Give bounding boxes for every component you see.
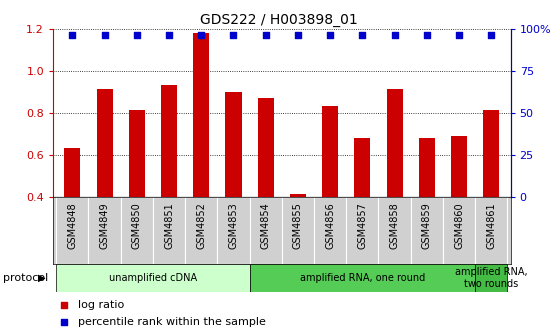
Text: log ratio: log ratio xyxy=(78,300,124,310)
Point xyxy=(100,32,109,38)
Text: GSM4850: GSM4850 xyxy=(132,202,142,249)
Bar xyxy=(56,264,249,292)
Text: protocol: protocol xyxy=(3,273,48,283)
Text: ▶: ▶ xyxy=(37,273,45,283)
Bar xyxy=(249,197,282,264)
Bar xyxy=(64,148,80,197)
Bar xyxy=(290,195,306,197)
Bar xyxy=(161,85,177,197)
Bar xyxy=(218,197,249,264)
Bar xyxy=(129,111,145,197)
Text: percentile rank within the sample: percentile rank within the sample xyxy=(78,317,266,327)
Bar xyxy=(346,197,378,264)
Point xyxy=(229,32,238,38)
Bar xyxy=(354,138,371,197)
Bar xyxy=(475,197,507,264)
Text: GSM4860: GSM4860 xyxy=(454,202,464,249)
Bar xyxy=(258,98,274,197)
Bar xyxy=(225,92,242,197)
Point xyxy=(487,32,496,38)
Bar xyxy=(282,197,314,264)
Bar xyxy=(314,197,346,264)
Text: GSM4852: GSM4852 xyxy=(196,202,206,249)
Point xyxy=(422,32,431,38)
Bar xyxy=(475,264,507,292)
Text: GSM4859: GSM4859 xyxy=(422,202,432,249)
Point xyxy=(390,32,399,38)
Text: GSM4853: GSM4853 xyxy=(228,202,238,249)
Bar xyxy=(89,197,121,264)
Bar xyxy=(153,197,185,264)
Text: GSM4854: GSM4854 xyxy=(261,202,271,249)
Bar xyxy=(322,106,338,197)
Point xyxy=(197,32,206,38)
Point xyxy=(381,243,390,248)
Bar xyxy=(378,197,411,264)
Point xyxy=(261,32,270,38)
Bar xyxy=(451,136,467,197)
Point xyxy=(132,32,141,38)
Text: amplified RNA,
two rounds: amplified RNA, two rounds xyxy=(455,267,527,289)
Text: GSM4857: GSM4857 xyxy=(357,202,367,249)
Text: amplified RNA, one round: amplified RNA, one round xyxy=(300,273,425,283)
Point xyxy=(358,32,367,38)
Text: GSM4861: GSM4861 xyxy=(486,202,496,249)
Text: unamplified cDNA: unamplified cDNA xyxy=(109,273,197,283)
Bar xyxy=(411,197,443,264)
Text: GSM4851: GSM4851 xyxy=(164,202,174,249)
Text: GSM4858: GSM4858 xyxy=(389,202,400,249)
Bar xyxy=(185,197,218,264)
Text: GDS222 / H003898_01: GDS222 / H003898_01 xyxy=(200,13,358,28)
Bar xyxy=(56,197,89,264)
Text: GSM4849: GSM4849 xyxy=(99,202,109,249)
Bar xyxy=(249,264,475,292)
Bar xyxy=(121,197,153,264)
Point xyxy=(381,90,390,95)
Point xyxy=(68,32,77,38)
Point xyxy=(294,32,302,38)
Bar xyxy=(443,197,475,264)
Bar xyxy=(483,111,499,197)
Text: GSM4855: GSM4855 xyxy=(293,202,303,249)
Bar xyxy=(418,138,435,197)
Bar xyxy=(387,89,403,197)
Bar xyxy=(193,33,209,197)
Bar xyxy=(97,89,113,197)
Point xyxy=(326,32,335,38)
Point xyxy=(455,32,464,38)
Point xyxy=(165,32,174,38)
Text: GSM4856: GSM4856 xyxy=(325,202,335,249)
Text: GSM4848: GSM4848 xyxy=(68,202,78,249)
